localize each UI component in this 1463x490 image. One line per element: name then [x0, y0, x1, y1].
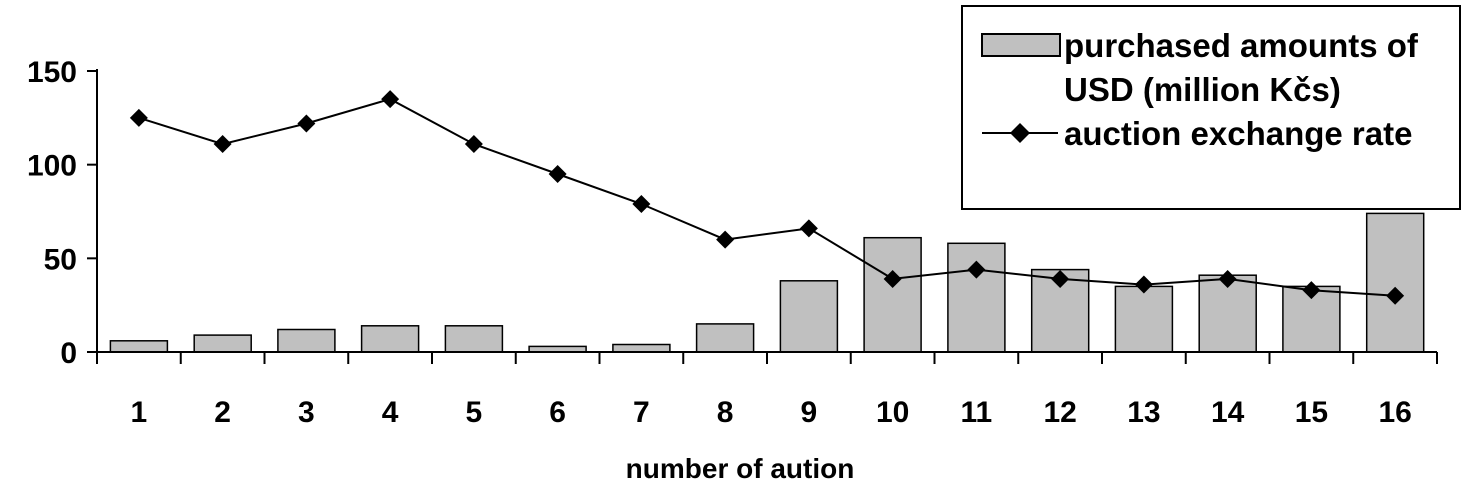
exchange-rate-point-6 [548, 165, 567, 184]
exchange-rate-point-13 [1134, 275, 1153, 294]
x-tick-label-10: 10 [876, 396, 909, 429]
exchange-rate-point-8 [716, 230, 735, 249]
exchange-rate-point-14 [1218, 269, 1237, 288]
bar-1 [109, 340, 169, 353]
bar-2 [193, 334, 252, 353]
exchange-rate-point-9 [799, 219, 818, 238]
x-tick-label-2: 2 [214, 396, 231, 429]
legend: purchased amounts of USD (million Kčs) a… [961, 5, 1461, 210]
bar-7 [612, 343, 671, 353]
x-tick-label-5: 5 [466, 396, 483, 429]
y-tick-label-0: 0 [60, 337, 77, 370]
exchange-rate-point-4 [381, 90, 400, 109]
x-tick-label-16: 16 [1378, 396, 1411, 429]
x-tick-label-9: 9 [801, 396, 818, 429]
bar-10 [863, 236, 922, 353]
x-tick-label-4: 4 [382, 396, 399, 429]
x-tick-label-3: 3 [298, 396, 315, 429]
y-tick-label-100: 100 [27, 150, 77, 183]
legend-bar-swatch [981, 33, 1061, 57]
line-layer [129, 90, 1405, 305]
x-axis-title: number of aution [626, 453, 855, 484]
x-tick-label-12: 12 [1043, 396, 1076, 429]
exchange-rate-point-16 [1386, 286, 1405, 305]
y-tick-label-50: 50 [44, 243, 77, 276]
x-tick-label-1: 1 [131, 396, 148, 429]
exchange-rate-point-3 [297, 114, 316, 133]
x-tick-label-11: 11 [961, 396, 993, 429]
exchange-rate-point-11 [967, 260, 986, 279]
x-tick-label-15: 15 [1295, 396, 1328, 429]
bar-13 [1114, 285, 1174, 353]
legend-box [961, 5, 1461, 210]
bar-3 [277, 328, 336, 353]
y-tick-label-150: 150 [27, 56, 77, 89]
exchange-rate-point-15 [1302, 281, 1321, 300]
exchange-rate-point-2 [213, 135, 232, 154]
bar-9 [779, 280, 839, 353]
x-tick-label-6: 6 [549, 396, 566, 429]
legend-bar-label-line2: USD (million Kčs) [1064, 71, 1341, 108]
exchange-rate-point-7 [632, 195, 651, 214]
exchange-rate-point-1 [129, 108, 148, 127]
bar-8 [695, 323, 755, 353]
bar-11 [947, 242, 1006, 353]
bar-4 [360, 325, 420, 353]
x-tick-label-13: 13 [1127, 396, 1160, 429]
x-tick-label-8: 8 [717, 396, 734, 429]
exchange-rate-line [138, 98, 1396, 297]
exchange-rate-point-5 [464, 135, 483, 154]
legend-line-label: auction exchange rate [1064, 115, 1412, 152]
bar-16 [1365, 212, 1425, 353]
bar-5 [444, 325, 504, 353]
x-tick-label-7: 7 [633, 396, 650, 429]
legend-diamond-marker [1010, 123, 1030, 143]
axes-layer [87, 69, 1438, 364]
exchange-rate-point-12 [1051, 269, 1070, 288]
x-tick-label-14: 14 [1211, 396, 1245, 429]
legend-bar-label-line1: purchased amounts of [1064, 27, 1419, 64]
exchange-rate-point-10 [883, 269, 902, 288]
bars-layer [109, 212, 1425, 353]
